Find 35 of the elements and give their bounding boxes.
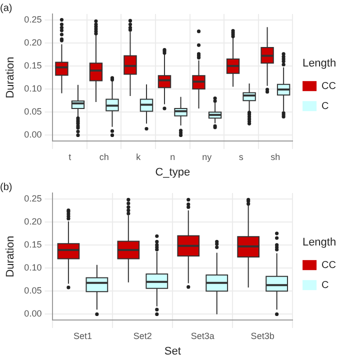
y-tick-label: 0.00	[24, 130, 42, 140]
y-tick-label: 0.25	[24, 193, 42, 204]
y-tick-label: 0.05	[24, 286, 42, 296]
chart-title: (a)	[0, 2, 12, 14]
x-tick-label: Set3a	[190, 330, 214, 341]
x-tick-label: ny	[202, 152, 212, 162]
legend-label: CC	[322, 80, 336, 92]
x-tick-label: Set3b	[250, 330, 274, 341]
y-tick-label: 0.20	[24, 37, 42, 48]
y-tick-label: 0.15	[24, 60, 42, 70]
x-tick-label: sh	[270, 152, 280, 162]
legend-label: C	[322, 280, 329, 291]
y-tick-label: 0.20	[24, 216, 42, 226]
legend-label: C	[322, 100, 329, 112]
y-tick-label: 0.10	[24, 84, 42, 94]
x-tick-label: ch	[99, 152, 109, 162]
y-axis-title: Duration	[4, 56, 17, 98]
x-axis-title: C_type	[155, 166, 190, 178]
y-tick-label: 0.15	[24, 239, 42, 250]
legend-title: Length	[302, 57, 336, 70]
y-tick-label: 0.25	[24, 14, 42, 24]
x-tick-label: Set2	[133, 330, 152, 341]
x-tick-label: k	[136, 152, 142, 162]
legend-title: Length	[302, 236, 336, 248]
x-axis-title: Set	[164, 345, 181, 358]
x-tick-label: n	[170, 152, 176, 162]
y-tick-label: 0.10	[24, 262, 42, 273]
legend-label: CC	[322, 260, 336, 271]
x-tick-label: t	[68, 152, 72, 162]
y-axis-title: Duration	[4, 236, 17, 278]
x-tick-label: s	[238, 152, 244, 162]
y-tick-label: 0.00	[24, 308, 42, 319]
y-tick-label: 0.05	[24, 106, 42, 117]
chart-title: (b)	[0, 182, 12, 193]
x-tick-label: Set1	[73, 330, 92, 341]
